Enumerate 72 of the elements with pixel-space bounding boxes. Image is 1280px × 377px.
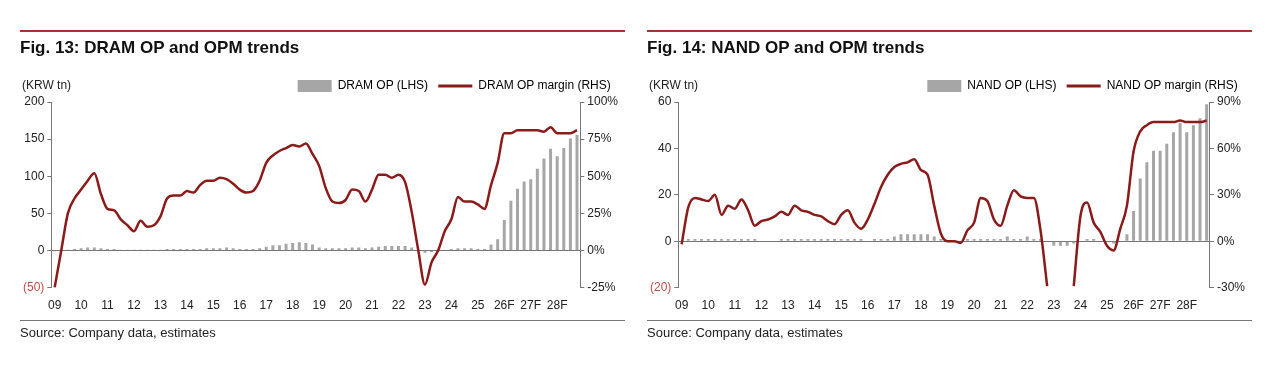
x-tick-label: 22 [391,298,406,313]
x-tick-label: 21 [365,298,380,313]
x-tick-label: 17 [259,298,274,313]
x-tick-label: 14 [180,298,194,313]
source-note: Source: Company data, estimates [647,320,1252,340]
y2-tick-label: 60% [1216,140,1242,155]
x-tick-label: 28F [546,298,568,313]
y-tick-label: 20 [657,187,672,202]
x-tick-label: 28F [1176,298,1198,313]
legend-label: DRAM OP margin (RHS) [478,78,611,93]
y-tick-label: (50) [23,279,45,294]
x-tick-label: 25 [1100,298,1114,313]
x-tick-label: 18 [914,298,928,313]
x-tick-label: 11 [101,298,115,313]
x-tick-label: 26F [493,298,515,313]
source-note: Source: Company data, estimates [20,320,625,340]
y2-tick-label: 50% [587,168,612,183]
y-tick-label: 0 [664,233,672,248]
y-tick-label: 50 [30,205,45,220]
x-tick-label: 15 [206,298,221,313]
x-tick-label: 20 [967,298,982,313]
y-tick-label: 60 [657,94,672,109]
x-tick-label: 10 [74,298,89,313]
y-tick-label: 150 [24,131,45,146]
y2-tick-label: 75% [587,131,612,146]
x-tick-label: 14 [807,298,822,313]
y2-tick-label: -25% [587,279,616,294]
y-tick-label: 100 [24,168,45,183]
y2-tick-label: 0% [1216,233,1235,248]
legend-label: NAND OP margin (RHS) [1106,78,1238,93]
legend-label: DRAM OP (LHS) [337,78,429,93]
x-tick-label: 18 [286,298,300,313]
x-tick-label: 13 [781,298,795,313]
y-tick-label: 200 [24,94,45,109]
x-tick-label: 17 [887,298,902,313]
x-tick-label: 16 [233,298,247,313]
x-tick-label: 11 [728,298,742,313]
x-tick-label: 09 [674,298,689,313]
x-tick-label: 09 [47,298,62,313]
y-axis-title: (KRW tn) [649,78,699,93]
x-tick-label: 26F [1123,298,1144,313]
x-tick-label: 24 [1073,298,1088,313]
x-tick-label: 27F [1149,298,1171,313]
x-tick-label: 21 [993,298,1008,313]
y2-tick-label: 25% [587,205,612,220]
x-tick-label: 15 [834,298,849,313]
x-tick-label: 27F [520,298,542,313]
x-tick-label: 23 [418,298,432,313]
x-tick-label: 24 [444,298,459,313]
y-tick-label: 40 [657,140,672,155]
x-tick-label: 16 [861,298,875,313]
chart-title: Fig. 14: NAND OP and OPM trends [647,30,1252,58]
x-tick-label: 13 [153,298,168,313]
x-tick-label: 25 [471,298,485,313]
x-tick-label: 19 [312,298,327,313]
x-tick-label: 19 [940,298,955,313]
y2-tick-label: 30% [1216,187,1242,202]
y2-tick-label: 90% [1216,94,1242,109]
legend-label: NAND OP (LHS) [967,78,1057,93]
x-tick-label: 12 [754,298,769,313]
y-axis-title: (KRW tn) [22,78,72,93]
y2-tick-label: 100% [587,94,619,109]
y-tick-label: 0 [37,242,45,257]
y2-tick-label: -30% [1216,279,1246,294]
y-tick-label: (20) [650,279,672,294]
x-tick-label: 10 [701,298,716,313]
y2-tick-label: 0% [587,242,605,257]
x-tick-label: 12 [127,298,141,313]
x-tick-label: 23 [1047,298,1061,313]
x-tick-label: 20 [338,298,353,313]
x-tick-label: 22 [1020,298,1035,313]
chart-title: Fig. 13: DRAM OP and OPM trends [20,30,625,58]
